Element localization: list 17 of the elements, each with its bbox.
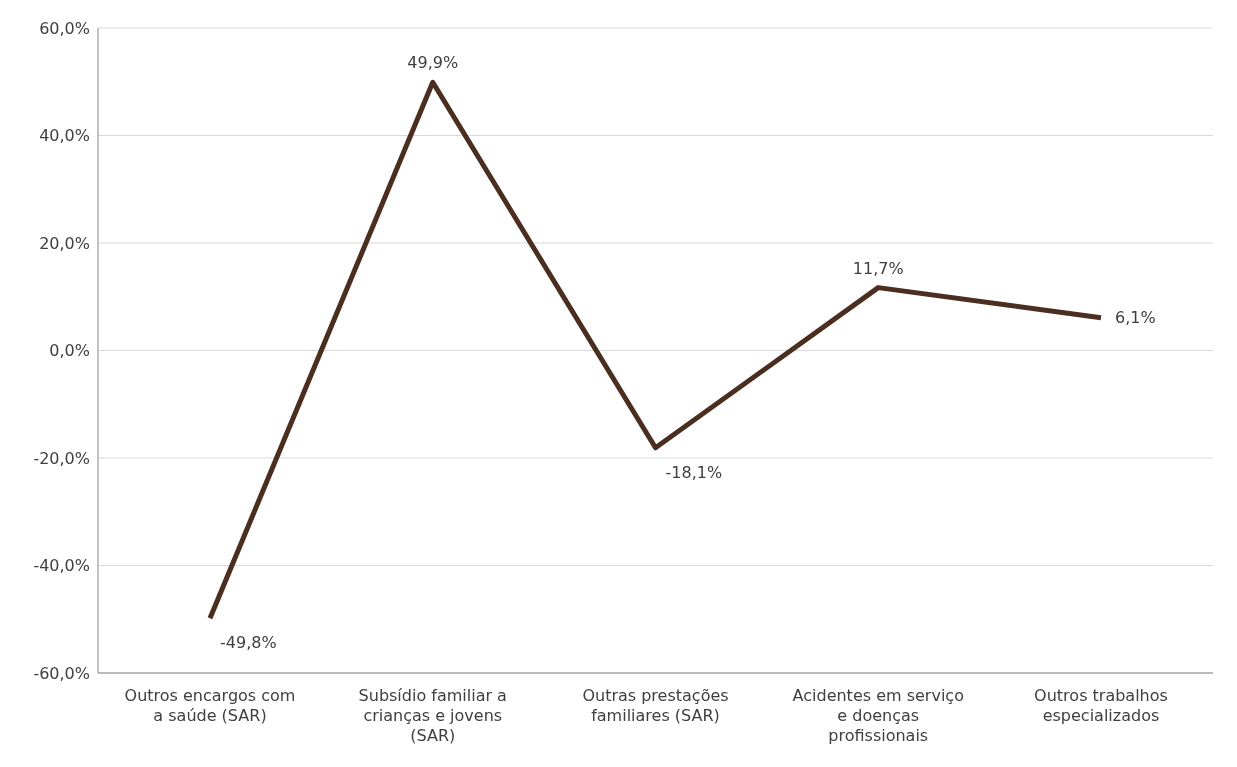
data-label: 49,9% — [407, 53, 459, 73]
y-tick-label: 0,0% — [49, 341, 90, 361]
x-tick-label: Subsídio familiar a crianças e jovens (SAR) — [358, 686, 507, 745]
x-tick-label: Acidentes em serviço e doenças profissionais — [792, 686, 964, 745]
data-label: 6,1% — [1115, 307, 1156, 327]
data-label: 11,7% — [852, 258, 904, 278]
x-tick-label: Outros encargos com a saúde (SAR) — [124, 686, 296, 725]
y-tick-label: 40,0% — [39, 126, 90, 146]
y-tick-label: -20,0% — [33, 448, 90, 468]
y-tick-label: -60,0% — [33, 663, 90, 683]
y-tick-label: 60,0% — [39, 18, 90, 38]
y-tick-label: -40,0% — [33, 556, 90, 576]
y-tick-label: 20,0% — [39, 233, 90, 253]
data-label: -18,1% — [665, 462, 723, 482]
x-tick-label: Outras prestações familiares (SAR) — [582, 686, 729, 725]
x-tick-label: Outros trabalhos especializados — [1034, 686, 1168, 725]
data-label: -49,8% — [220, 633, 277, 653]
